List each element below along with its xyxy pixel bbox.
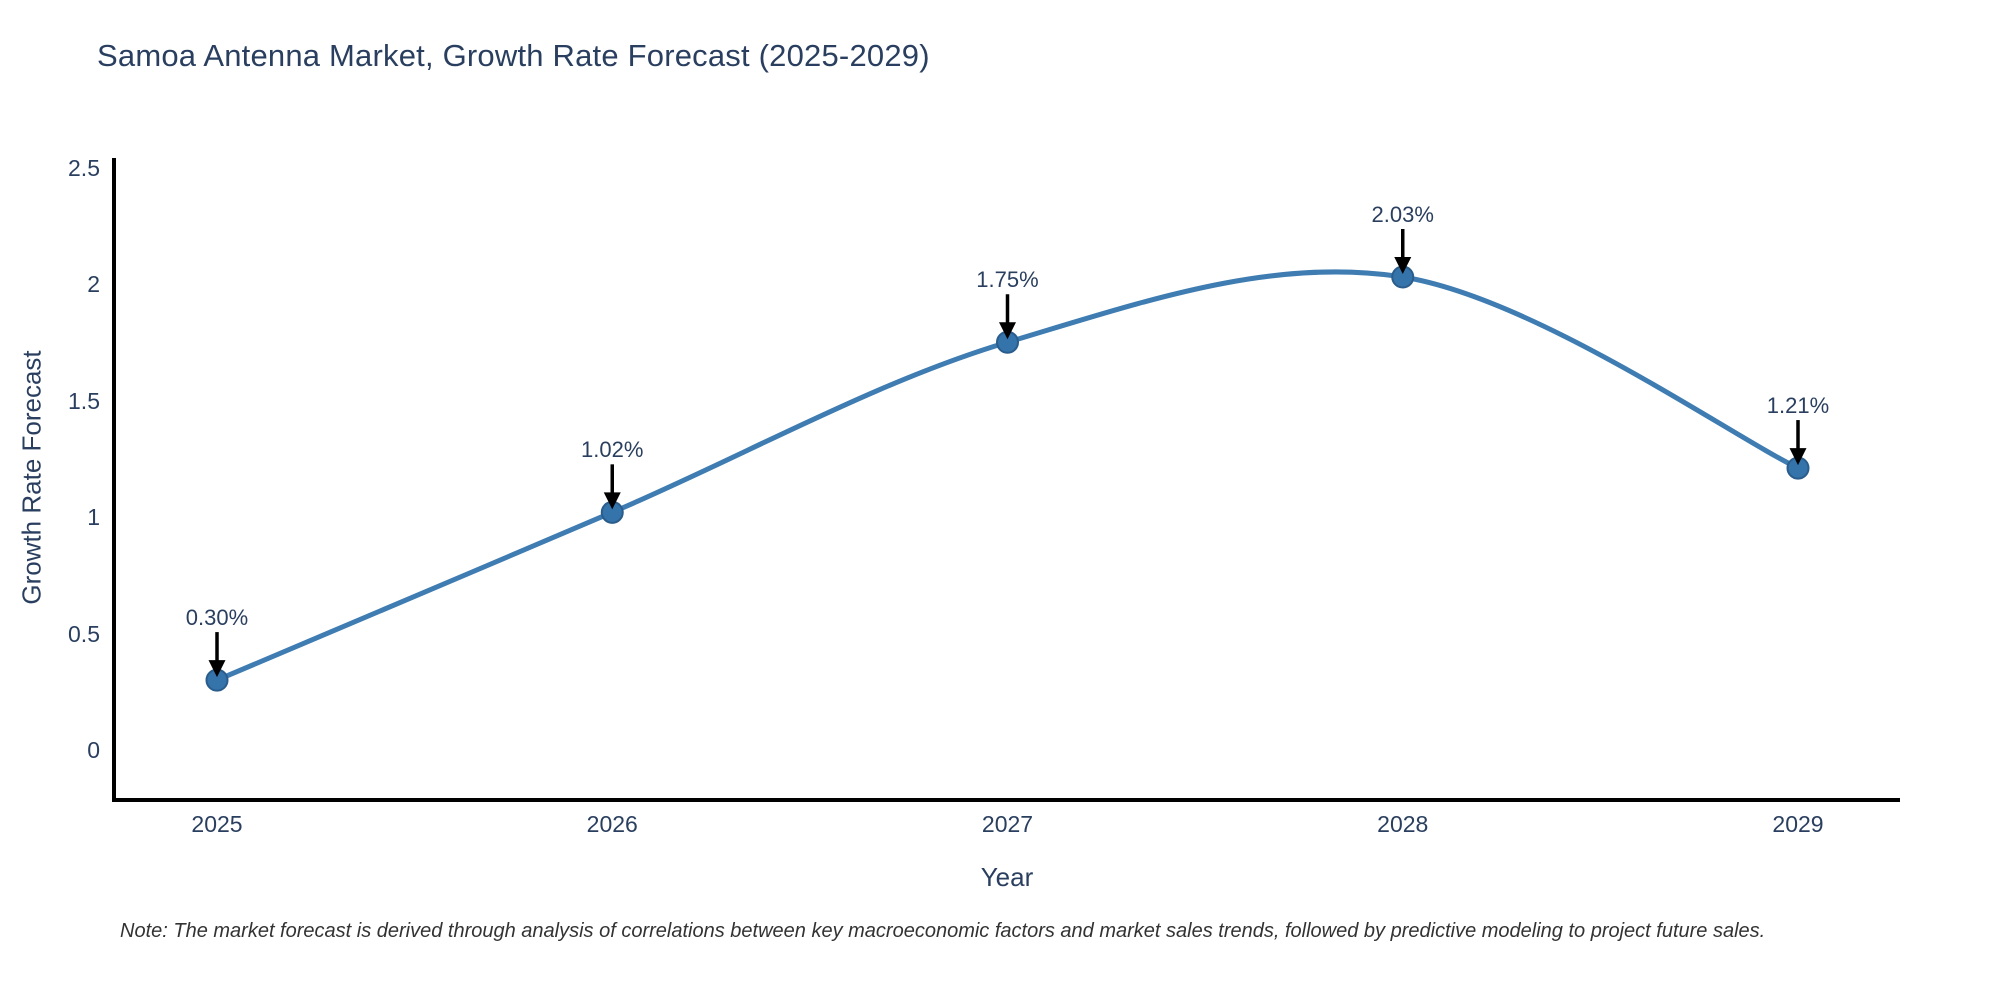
annotation-arrowhead-2026 <box>603 492 621 510</box>
y-tick-label-1.5: 1.5 <box>68 387 100 414</box>
y-tick-label-0: 0 <box>87 737 100 763</box>
annotation-2026: 1.02% <box>581 437 644 463</box>
x-tick-label-2025: 2025 <box>191 811 243 837</box>
annotation-2027: 1.75% <box>976 267 1039 293</box>
annotation-arrowhead-2025 <box>208 660 226 678</box>
y-tick-label-0.5: 0.5 <box>68 620 100 647</box>
x-axis-title: Year <box>980 862 1034 892</box>
y-tick-label-2.5: 2.5 <box>68 154 100 181</box>
annotation-arrowhead-2028 <box>1394 257 1412 275</box>
x-tick-label-2028: 2028 <box>1377 811 1429 837</box>
annotation-2028: 2.03% <box>1371 202 1434 227</box>
x-tick-label-2026: 2026 <box>586 811 638 837</box>
annotation-arrowhead-2029 <box>1789 448 1807 466</box>
annotation-2025: 0.30% <box>185 605 249 631</box>
annotation-arrowhead-2027 <box>999 322 1016 340</box>
chart-title: Samoa Antenna Market, Growth Rate Foreca… <box>97 38 930 73</box>
x-tick-label-2027: 2027 <box>981 811 1034 837</box>
y-tick-label-2: 2 <box>87 271 100 297</box>
y-tick-label-1: 1 <box>87 504 100 530</box>
footnote: Note: The market forecast is derived thr… <box>120 920 1766 942</box>
annotation-2029: 1.21% <box>1766 393 1830 419</box>
x-tick-label-2029: 2029 <box>1772 811 1824 837</box>
